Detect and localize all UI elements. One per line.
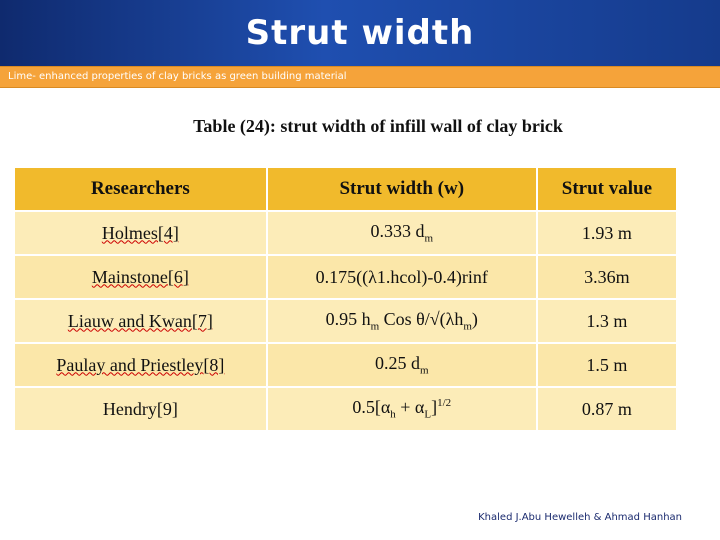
author-footer: Khaled J.Abu Hewelleh & Ahmad Hanhan xyxy=(478,512,682,523)
researcher-cell: Holmes[4] xyxy=(13,210,268,256)
strut-width-table: Researchers Strut width (w) Strut value … xyxy=(13,166,679,432)
researcher-cell: Paulay and Priestley[8] xyxy=(13,342,268,388)
formula-subscript: m xyxy=(424,232,434,245)
slide-subtitle: Lime- enhanced properties of clay bricks… xyxy=(8,71,347,82)
formula-subscript: m xyxy=(419,364,429,377)
researcher-cell: Mainstone[6] xyxy=(13,254,268,300)
formula-subscript: m xyxy=(370,320,380,333)
table-row: Holmes[4] 0.333 dm 1.93 m xyxy=(13,210,679,256)
strut-width-cell: 0.95 hm Cos θ/√(λhm) xyxy=(265,298,538,344)
formula-text: 0.333 d xyxy=(370,221,425,242)
header-strut-value: Strut value xyxy=(535,166,679,212)
strut-value-cell: 3.36m xyxy=(535,254,679,300)
table-caption: Table (24): strut width of infill wall o… xyxy=(193,116,563,136)
table-row: Hendry[9] 0.5[αh + αL]1/2 0.87 m xyxy=(13,386,679,432)
subtitle-bar: Lime- enhanced properties of clay bricks… xyxy=(0,66,720,88)
researcher-cell: Hendry[9] xyxy=(13,386,268,432)
strut-width-cell: 0.25 dm xyxy=(265,342,538,388)
table-header-row: Researchers Strut width (w) Strut value xyxy=(13,166,679,212)
formula-text: 0.5[α xyxy=(352,397,391,418)
researcher-name: Hendry[9] xyxy=(102,398,178,419)
header-researchers: Researchers xyxy=(13,166,268,212)
researcher-cell: Liauw and Kwan[7] xyxy=(13,298,268,344)
formula-text: ] xyxy=(431,397,438,418)
researcher-name: Liauw and Kwan[7] xyxy=(67,310,213,331)
formula-text: 0.95 h xyxy=(325,309,371,330)
strut-value-cell: 1.5 m xyxy=(535,342,679,388)
table-row: Mainstone[6] 0.175((λ1.hcol)-0.4)rinf 3.… xyxy=(13,254,679,300)
formula-text: Cos θ/√(λh xyxy=(379,309,464,330)
strut-width-cell: 0.175((λ1.hcol)-0.4)rinf xyxy=(265,254,538,300)
formula-subscript: m xyxy=(463,320,472,333)
formula-text: + α xyxy=(395,397,425,418)
formula-text: 0.25 d xyxy=(374,353,420,374)
slide-title: Strut width xyxy=(245,13,475,53)
formula-subscript: L xyxy=(424,408,432,421)
strut-width-cell: 0.333 dm xyxy=(265,210,538,256)
researcher-name: Holmes[4] xyxy=(101,222,179,243)
researcher-name: Paulay and Priestley[8] xyxy=(56,354,225,375)
table-row: Paulay and Priestley[8] 0.25 dm 1.5 m xyxy=(13,342,679,388)
table-row: Liauw and Kwan[7] 0.95 hm Cos θ/√(λhm) 1… xyxy=(13,298,679,344)
title-bar: Strut width xyxy=(0,0,720,66)
header-strut-width: Strut width (w) xyxy=(265,166,538,212)
strut-value-cell: 1.93 m xyxy=(535,210,679,256)
formula-subscript: h xyxy=(390,408,396,421)
strut-value-cell: 0.87 m xyxy=(535,386,679,432)
formula-superscript: 1/2 xyxy=(437,397,452,410)
researcher-name: Mainstone[6] xyxy=(91,266,189,287)
strut-width-cell: 0.5[αh + αL]1/2 xyxy=(265,386,538,432)
formula-text: 0.175((λ1.hcol)-0.4)rinf xyxy=(315,266,488,287)
strut-value-cell: 1.3 m xyxy=(535,298,679,344)
formula-text: ) xyxy=(471,309,478,330)
